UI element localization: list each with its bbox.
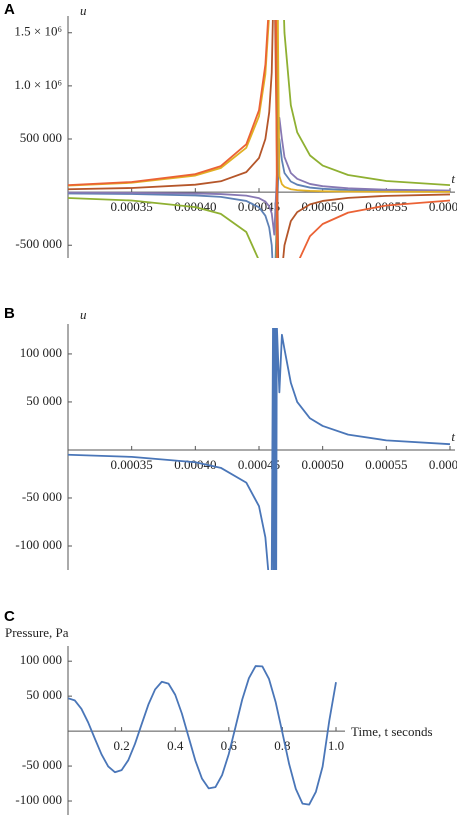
x-tick-label: 0.8 bbox=[274, 738, 290, 753]
y-axis-label: u bbox=[80, 307, 87, 322]
series-line bbox=[68, 20, 451, 258]
y-tick-label: 1.0 × 10⁶ bbox=[14, 77, 62, 92]
x-axis-label: t bbox=[451, 171, 455, 186]
series-line bbox=[68, 20, 451, 258]
x-tick-label: 0.00055 bbox=[365, 199, 407, 214]
series-line bbox=[68, 20, 451, 258]
x-tick-label: 0.00055 bbox=[365, 457, 407, 472]
y-tick-label: -50 000 bbox=[22, 757, 62, 772]
x-tick-label: 0.2 bbox=[113, 738, 129, 753]
series-line bbox=[68, 328, 451, 570]
y-tick-label: 100 000 bbox=[20, 345, 62, 360]
x-tick-label: 0.00050 bbox=[302, 457, 344, 472]
y-axis-label: u bbox=[80, 3, 87, 18]
x-tick-label: 0.00060 bbox=[429, 457, 457, 472]
series-line bbox=[68, 20, 451, 193]
x-tick-label: 0.00035 bbox=[111, 199, 153, 214]
y-tick-label: -50 000 bbox=[22, 489, 62, 504]
x-tick-label: 0.00045 bbox=[238, 457, 280, 472]
y-tick-label: -100 000 bbox=[15, 537, 62, 552]
x-tick-label: 0.4 bbox=[167, 738, 184, 753]
series-line bbox=[68, 116, 451, 236]
y-tick-label: 50 000 bbox=[26, 687, 62, 702]
y-tick-label: 50 000 bbox=[26, 393, 62, 408]
x-axis-label: Time, t seconds bbox=[351, 724, 433, 739]
y-axis-label: Pressure, Pa bbox=[5, 625, 69, 640]
y-tick-label: 100 000 bbox=[20, 652, 62, 667]
x-tick-label: 0.6 bbox=[221, 738, 238, 753]
series-line bbox=[68, 665, 337, 806]
series-line bbox=[68, 138, 451, 258]
panel-label: A bbox=[4, 1, 15, 18]
y-tick-label: -500 000 bbox=[15, 236, 62, 251]
panel-label: C bbox=[4, 608, 15, 625]
panel-label: B bbox=[4, 305, 15, 322]
x-tick-label: 1.0 bbox=[328, 738, 344, 753]
x-tick-label: 0.00040 bbox=[174, 457, 216, 472]
y-tick-label: -100 000 bbox=[15, 792, 62, 807]
x-axis-label: t bbox=[451, 429, 455, 444]
x-tick-label: 0.00035 bbox=[111, 457, 153, 472]
y-tick-label: 500 000 bbox=[20, 130, 62, 145]
y-tick-label: 1.5 × 10⁶ bbox=[14, 24, 62, 39]
x-tick-label: 0.00060 bbox=[429, 199, 457, 214]
